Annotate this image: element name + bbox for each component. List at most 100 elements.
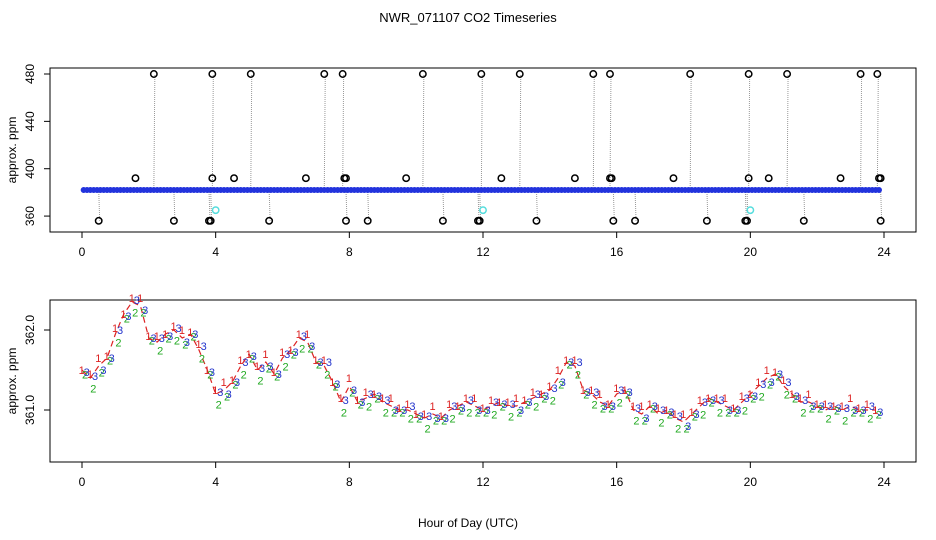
bottom-series-1-point: 1 (438, 411, 444, 423)
bottom-series-1-point: 1 (546, 381, 552, 393)
bottom-series-1-point: 1 (187, 327, 193, 339)
top-data-point (246, 70, 255, 78)
bottom-series-2-point: 2 (182, 339, 188, 351)
top-data-point (799, 216, 808, 225)
bottom-series-2-point: 2 (592, 399, 598, 411)
bottom-series-2-point: 2 (575, 369, 581, 381)
bottom-series-1-point: 1 (571, 355, 577, 367)
bottom-series-3-point: 3 (577, 357, 583, 369)
bottom-series-2-point: 2 (583, 389, 589, 401)
bottom-series-3-point: 3 (526, 397, 532, 409)
bottom-series-1-point: 1 (196, 339, 202, 351)
bottom-series-3-point: 3 (618, 385, 624, 397)
bottom-series-3-point: 3 (677, 411, 683, 423)
top-spike-line (422, 73, 425, 191)
bottom-series-2-point: 2 (550, 395, 556, 407)
top-data-point (607, 174, 616, 183)
bottom-series-3-point: 3 (359, 397, 365, 409)
bottom-series-2-point: 2 (149, 335, 155, 347)
bottom-series-3-point: 3 (209, 367, 215, 379)
bottom-x-axis: 0 4 8 12 16 20 24 (79, 462, 891, 489)
top-y-tick-label: 360 (23, 206, 37, 226)
bottom-series-2-point: 2 (516, 407, 522, 419)
bottom-series-3-point: 3 (409, 401, 415, 413)
top-x-tick-label: 20 (744, 245, 758, 259)
bottom-series-3-point: 3 (134, 295, 140, 307)
bottom-series-2-point: 2 (132, 307, 138, 319)
bottom-series-2-point: 2 (759, 391, 765, 403)
bottom-series-1-point: 1 (379, 393, 385, 405)
bottom-series-3-point: 3 (468, 395, 474, 407)
bottom-series-3-point: 3 (602, 401, 608, 413)
bottom-series-1-point: 1 (839, 401, 845, 413)
bottom-series-2-point: 2 (424, 423, 430, 435)
bottom-series-1-point: 1 (271, 367, 277, 379)
bottom-series-2-point: 2 (157, 345, 163, 357)
top-data-point (206, 216, 215, 225)
top-spike-line (744, 190, 747, 221)
bottom-series-2-point: 2 (767, 379, 773, 391)
bottom-series-1-point: 1 (179, 325, 185, 337)
bottom-series-1-point: 1 (739, 391, 745, 403)
top-spike-line (786, 73, 789, 191)
top-data-point (131, 174, 140, 183)
top-data-point (477, 70, 486, 78)
bottom-series-2-point: 2 (842, 415, 848, 427)
top-y-tick-label: 400 (23, 158, 37, 178)
bottom-series-2-point: 2 (266, 363, 272, 375)
bottom-series-2-point: 2 (558, 379, 564, 391)
bottom-series-1-point: 1 (329, 377, 335, 389)
bottom-series-1-point: 1 (655, 403, 661, 415)
top-data-point (744, 174, 753, 183)
bottom-series-1-point: 1 (488, 395, 494, 407)
figure-title: NWR_071107 CO2 Timeseries (379, 10, 557, 25)
bottom-series-2-point: 2 (408, 413, 414, 425)
bottom-series-2-point: 2 (642, 415, 648, 427)
top-data-point (744, 70, 753, 78)
bottom-series-2-point: 2 (658, 417, 664, 429)
bottom-series-2-point: 2 (725, 407, 731, 419)
bottom-series-2-point: 2 (541, 393, 547, 405)
top-spike-line (342, 73, 345, 191)
bottom-series-1-point: 1 (204, 365, 210, 377)
bottom-series-3-point: 3 (752, 391, 758, 403)
bottom-series-2-point: 2 (809, 403, 815, 415)
top-spike-line (592, 73, 595, 191)
bottom-series-3-point: 3 (368, 389, 374, 401)
bottom-series-1-point: 1 (455, 401, 461, 413)
top-data-point (631, 216, 639, 225)
bottom-series-3-point: 3 (585, 387, 591, 399)
bottom-series-3-point: 3 (869, 401, 875, 413)
top-spike-line (173, 190, 176, 221)
bottom-series-3-point: 3 (226, 389, 232, 401)
bottom-x-tick-label: 20 (744, 475, 758, 489)
bottom-x-tick-label: 24 (877, 475, 891, 489)
bottom-series-2-point: 2 (416, 413, 422, 425)
bottom-series-2-point: 2 (358, 399, 364, 411)
bottom-series-3-point: 3 (217, 387, 223, 399)
top-data-point (208, 174, 217, 183)
bottom-series-3-point: 3 (827, 401, 833, 413)
bottom-series-3-point: 3 (142, 305, 148, 317)
bottom-series-1-point: 1 (588, 385, 594, 397)
bottom-series-2-point: 2 (475, 407, 481, 419)
top-data-point (532, 216, 541, 225)
top-data-point (764, 174, 773, 183)
bottom-series-3-point: 3 (476, 405, 482, 417)
bottom-series-1-point: 1 (672, 409, 678, 421)
bottom-series-3-point: 3 (125, 311, 131, 323)
bottom-series-1-point: 1 (663, 405, 669, 417)
bottom-series-2-point: 2 (165, 333, 171, 345)
top-y-tick-label: 480 (23, 64, 37, 84)
top-spike-line (689, 73, 692, 191)
bottom-series-3-point: 3 (376, 391, 382, 403)
bottom-series-2-point: 2 (859, 407, 865, 419)
top-data-point (702, 216, 711, 225)
bottom-series-3-point: 3 (551, 383, 557, 395)
top-spike-line (519, 73, 522, 191)
top-spike-line (634, 190, 637, 221)
bottom-series-2-point: 2 (82, 369, 88, 381)
top-data-point (342, 216, 350, 225)
top-x-tick-label: 16 (610, 245, 624, 259)
